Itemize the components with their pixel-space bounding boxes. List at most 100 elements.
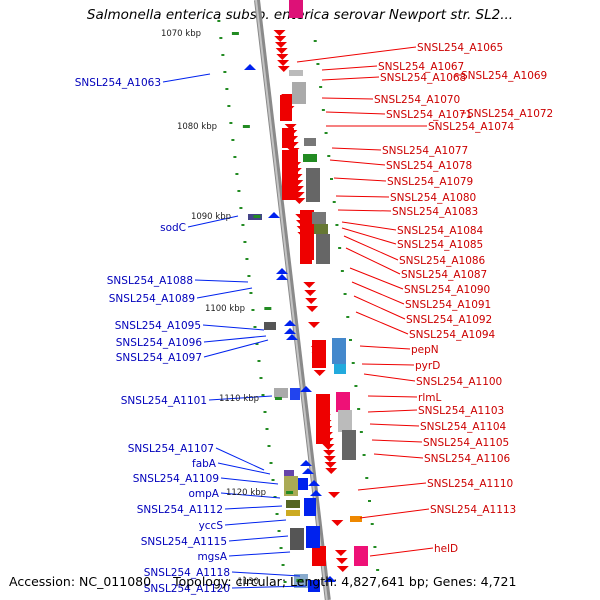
right-gene-label[interactable]: SNSL254_A1086	[399, 255, 486, 267]
reverse-gene-block	[286, 510, 300, 516]
position-tick-label: 1130	[237, 577, 259, 587]
ring-dot	[227, 105, 231, 107]
right-gene-label[interactable]: SNSL254_A1067	[378, 61, 464, 73]
ring-dot	[359, 431, 363, 433]
position-tick-label: 1090 kbp	[191, 212, 231, 222]
forward-gene-block	[282, 128, 294, 148]
right-gene-label[interactable]: SNSL254_A1085	[397, 239, 483, 251]
right-label-leader	[321, 76, 380, 81]
right-gene-label[interactable]: SNSL254_A1090	[404, 284, 490, 296]
left-label-leader	[215, 447, 265, 471]
forward-gene-block	[312, 546, 326, 566]
right-gene-label[interactable]: SNSL254_A1071	[386, 109, 472, 121]
right-gene-label[interactable]: helD	[434, 543, 458, 555]
left-gene-label[interactable]: SNSL254_A1112	[137, 504, 223, 516]
ring-dot	[277, 530, 281, 532]
right-label-leader	[353, 295, 406, 320]
position-tick-label: 1080 kbp	[177, 122, 217, 132]
ring-dot	[225, 88, 229, 90]
right-gene-label[interactable]: SNSL254_A1083	[392, 206, 478, 218]
ring-dot	[365, 477, 369, 479]
reverse-gene-arrow	[308, 480, 320, 486]
position-tick-mark	[231, 32, 239, 35]
right-gene-label[interactable]: SNSL254_A1106	[424, 453, 511, 465]
left-label-leader	[220, 477, 279, 485]
right-gene-label[interactable]: SNSL254_A1094	[409, 329, 496, 341]
right-gene-label[interactable]: pyrD	[415, 360, 440, 372]
right-label-leader	[341, 227, 397, 245]
right-gene-label[interactable]: SNSL254_A1079	[387, 176, 473, 188]
right-label-leader	[349, 267, 404, 290]
gene-block	[292, 82, 306, 104]
right-gene-label[interactable]: SNSL254_A1074	[428, 121, 515, 133]
forward-gene-arrow	[273, 30, 286, 36]
right-label-leader	[335, 195, 390, 198]
reverse-gene-block	[290, 528, 304, 550]
right-gene-label[interactable]: rlmL	[418, 392, 441, 404]
left-gene-label[interactable]: SNSL254_A1088	[107, 275, 193, 287]
ring-dot	[251, 309, 255, 311]
left-gene-label[interactable]: SNSL254_A1101	[121, 395, 207, 407]
left-gene-label[interactable]: SNSL254_A1095	[115, 320, 201, 332]
ring-dot	[281, 564, 285, 566]
right-gene-label[interactable]: SNSL254_A1078	[386, 160, 472, 172]
ring-dot	[349, 339, 353, 341]
left-gene-label[interactable]: SNSL254_A1089	[109, 293, 195, 305]
gene-block	[306, 168, 320, 202]
left-gene-label[interactable]: ompA	[188, 488, 219, 500]
right-gene-label[interactable]: SNSL254_A1072	[467, 108, 553, 120]
left-gene-label[interactable]: SNSL254_A1063	[75, 77, 161, 89]
right-label-leader	[367, 395, 418, 398]
right-gene-label[interactable]: SNSL254_A1068	[380, 72, 466, 84]
left-gene-label[interactable]: SNSL254_A1109	[133, 473, 219, 485]
gene-block	[354, 546, 368, 566]
ring-dot	[261, 394, 265, 396]
left-gene-label[interactable]: sodC	[160, 222, 186, 234]
left-gene-label[interactable]: SNSL254_A1107	[128, 443, 214, 455]
right-gene-label[interactable]: SNSL254_A1070	[374, 94, 460, 106]
forward-gene-arrow	[322, 444, 335, 450]
right-gene-label[interactable]: pepN	[411, 344, 439, 356]
left-gene-label[interactable]: SNSL254_A1120	[144, 583, 230, 595]
right-gene-label[interactable]: SNSL254_A1092	[406, 314, 492, 326]
left-gene-label[interactable]: yccS	[199, 520, 224, 532]
position-tick-label: 1120 kbp	[226, 488, 266, 498]
right-gene-label[interactable]: SNSL254_A1069	[461, 70, 547, 82]
ring-dot	[370, 523, 374, 525]
right-gene-label[interactable]: SNSL254_A1091	[405, 299, 491, 311]
left-label-leader	[202, 324, 265, 331]
ring-dot	[346, 316, 350, 318]
gene-block	[289, 0, 303, 18]
left-gene-label[interactable]: SNSL254_A1118	[144, 567, 230, 579]
left-gene-label[interactable]: fabA	[192, 458, 217, 470]
ring-dot	[319, 86, 323, 88]
right-gene-label[interactable]: SNSL254_A1105	[423, 437, 509, 449]
left-label-leader	[203, 335, 267, 343]
right-gene-label[interactable]: SNSL254_A1100	[416, 376, 502, 388]
ring-dot	[255, 343, 259, 345]
right-gene-label[interactable]: SNSL254_A1065	[417, 42, 503, 54]
right-gene-label[interactable]: SNSL254_A1113	[430, 504, 516, 516]
right-gene-label[interactable]: SNSL254_A1084	[397, 225, 484, 237]
left-gene-label[interactable]: mgsA	[197, 551, 227, 563]
ring-dot	[245, 258, 249, 260]
gene-block	[332, 338, 346, 364]
forward-gene-block	[316, 394, 330, 444]
left-gene-label[interactable]: SNSL254_A1096	[116, 337, 203, 349]
position-tick-mark	[274, 397, 282, 400]
ring-dot	[357, 408, 361, 410]
left-gene-label[interactable]: SNSL254_A1115	[141, 536, 227, 548]
reverse-gene-arrow	[244, 64, 256, 70]
right-gene-label[interactable]: SNSL254_A1103	[418, 405, 504, 417]
right-gene-label[interactable]: SNSL254_A1110	[427, 478, 513, 490]
right-gene-label[interactable]: SNSL254_A1077	[382, 145, 468, 157]
right-gene-label[interactable]: SNSL254_A1104	[420, 421, 507, 433]
right-gene-label[interactable]: SNSL254_A1087	[401, 269, 487, 281]
left-label-leader	[231, 585, 307, 589]
left-gene-label[interactable]: SNSL254_A1097	[116, 352, 202, 364]
right-label-leader	[325, 111, 386, 115]
right-label-leader	[357, 482, 427, 491]
right-gene-label[interactable]: SNSL254_A1080	[390, 192, 476, 204]
right-label-leader	[367, 409, 418, 413]
